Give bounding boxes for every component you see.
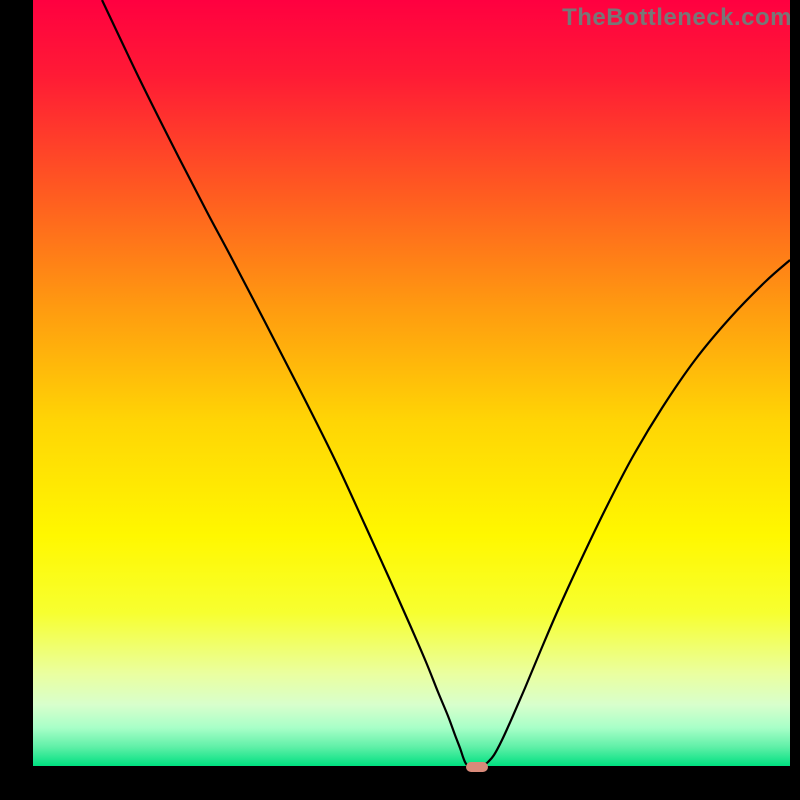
chart-plot-bg: [33, 0, 790, 766]
bottleneck-chart: TheBottleneck.com: [0, 0, 800, 800]
watermark-text: TheBottleneck.com: [562, 4, 792, 32]
chart-svg: [0, 0, 800, 800]
optimum-marker: [466, 762, 488, 772]
